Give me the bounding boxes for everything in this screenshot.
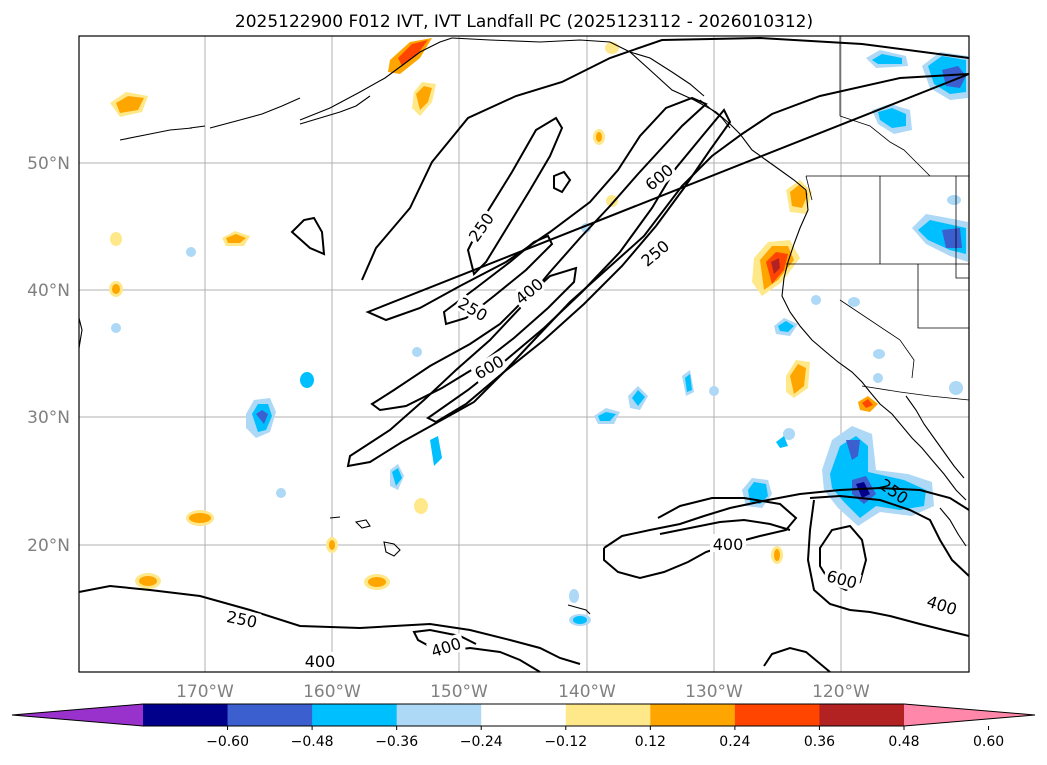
longitude-labels: 170°W 160°W 150°W 140°W 130°W 120°W (176, 682, 870, 702)
colorbar-swatch (481, 704, 567, 726)
colorbar-swatch (143, 704, 229, 726)
colorbar-tick-label: −0.24 (460, 734, 503, 750)
lat-label: 30°N (27, 408, 70, 428)
colorbar-swatch (312, 704, 398, 726)
gridlines (79, 36, 969, 672)
latitude-labels: 50°N 40°N 30°N 20°N (27, 154, 70, 556)
colorbar-tick-label: −0.12 (544, 734, 587, 750)
colorbar-tick-label: −0.48 (291, 734, 334, 750)
colorbar-tick-label: 0.48 (888, 734, 919, 750)
contour-label: 400 (305, 652, 336, 671)
colorbar-tick-label: 0.60 (973, 734, 1004, 750)
positive-pc-regions (109, 38, 878, 590)
colorbar-tick-label: 0.12 (635, 734, 666, 750)
colorbar: −0.60 −0.48 −0.36 −0.24 −0.12 0.12 0.24 0.36 0.4… (11, 703, 1036, 750)
coastlines (78, 37, 967, 615)
lat-label: 50°N (27, 154, 70, 174)
map-frame (78, 35, 970, 673)
figure-title: 2025122900 F012 IVT, IVT Landfall PC (20… (235, 12, 813, 32)
lon-label: 150°W (430, 682, 488, 702)
colorbar-tick-label: 0.24 (719, 734, 750, 750)
alaska-coast (299, 37, 453, 121)
lat-label: 40°N (27, 281, 70, 301)
hawaii-island (383, 541, 401, 557)
colorbar-swatch (819, 704, 905, 726)
contour-400-inner (466, 116, 564, 276)
contour-label: 400 (713, 535, 744, 554)
colorbar-outline (11, 703, 1036, 727)
negative-pc-regions (111, 50, 968, 626)
colorbar-swatch (650, 704, 736, 726)
map-panel: 250 400 600 250 250 400 600 250 400 400 … (78, 35, 970, 673)
lon-label: 170°W (176, 682, 234, 702)
contour-250-main (346, 36, 970, 468)
lon-label: 160°W (303, 682, 361, 702)
mexico-coast (939, 507, 967, 547)
colorbar-swatch (227, 704, 313, 726)
lon-label: 130°W (685, 682, 743, 702)
lat-label: 20°N (27, 536, 70, 556)
colorbar-tick-label: −0.60 (206, 734, 249, 750)
colorbar-tick-label: −0.36 (375, 734, 418, 750)
contour-600-inner (426, 108, 732, 424)
lon-label: 140°W (558, 682, 616, 702)
gulf-of-alaska-coast (451, 37, 807, 191)
us-west-coast (781, 189, 871, 393)
colorbar-extend-low (12, 704, 143, 726)
colorbar-extend-high (904, 704, 1035, 726)
colorbar-swatch (565, 704, 651, 726)
political-borders (786, 36, 970, 401)
baja-coast (869, 391, 967, 501)
colorbar-tick-label: 0.36 (804, 734, 835, 750)
lon-label: 120°W (812, 682, 870, 702)
colorbar-swatch (396, 704, 482, 726)
colorbar-swatch (734, 704, 820, 726)
